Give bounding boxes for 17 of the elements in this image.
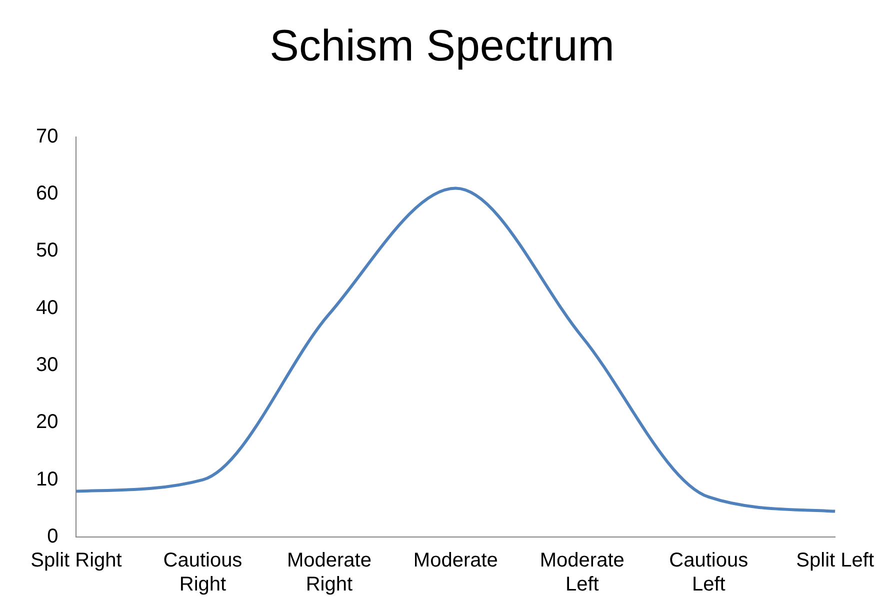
y-tick-label: 40: [36, 296, 58, 319]
y-tick-label: 60: [36, 182, 58, 204]
x-tick-label: Moderate: [413, 550, 498, 572]
x-tick-label: Cautious Right: [163, 550, 242, 596]
y-tick-label: 70: [36, 125, 58, 148]
y-tick-label: 0: [47, 526, 58, 548]
y-tick-label: 30: [36, 354, 58, 376]
y-tick-label: 10: [36, 468, 58, 490]
x-tick-label: Split Left: [796, 550, 874, 572]
x-tick-label: Split Right: [30, 550, 122, 572]
line-series: [74, 186, 837, 513]
x-tick-label: Cautious Left: [669, 550, 748, 596]
x-tick-label: Moderate Right: [286, 550, 372, 596]
x-tick-label: Moderate Left: [540, 550, 624, 596]
chart-title: Schism Spectrum: [270, 22, 614, 71]
y-tick-label: 50: [36, 240, 58, 262]
y-tick-label: 20: [36, 411, 58, 434]
